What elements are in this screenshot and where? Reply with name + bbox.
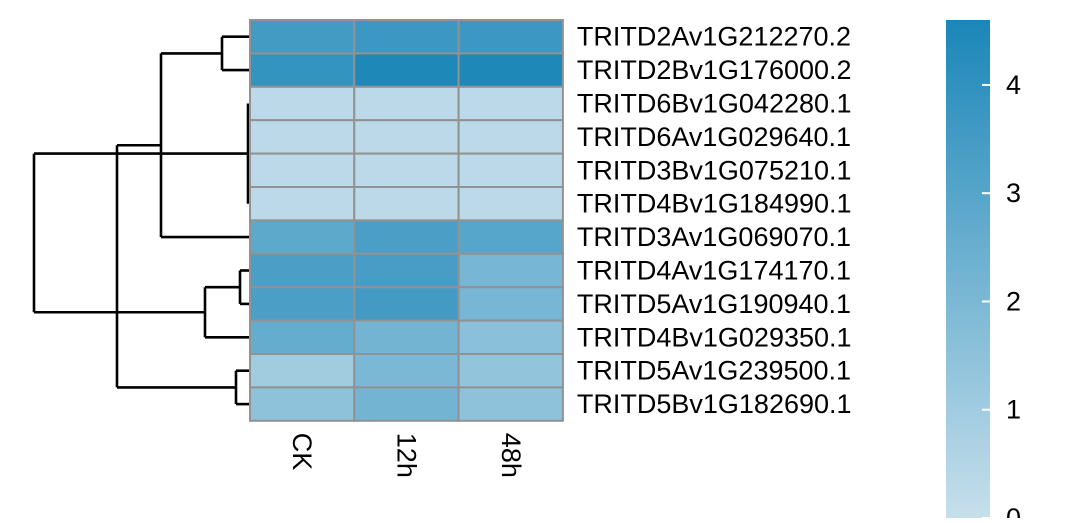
heatmap-cell — [353, 353, 460, 389]
heatmap-cell — [249, 252, 356, 289]
heatmap-cell — [249, 152, 356, 189]
color-legend-bar — [946, 20, 990, 518]
heatmap-cell — [353, 19, 460, 55]
heatmap-cell — [457, 286, 564, 322]
row-label: TRITD3Av1G069070.1 — [577, 222, 851, 252]
heatmap-cell — [249, 186, 356, 222]
heatmap-cell — [353, 252, 460, 289]
legend-tick-label: 4 — [1006, 70, 1021, 100]
heatmap-cell — [457, 85, 564, 122]
heatmap-cell — [249, 52, 356, 88]
heatmap-cell — [353, 286, 460, 322]
heatmap-cell — [457, 119, 564, 155]
row-dendrogram — [32, 35, 250, 406]
heatmap-cell — [457, 252, 564, 289]
row-label: TRITD2Av1G212270.2 — [577, 22, 851, 52]
row-label: TRITD6Bv1G042280.1 — [577, 89, 852, 119]
heatmap-cell — [353, 85, 460, 122]
heatmap-cell — [457, 186, 564, 222]
heatmap-cell — [353, 119, 460, 155]
row-label: TRITD4Bv1G184990.1 — [577, 189, 852, 219]
column-label: 12h — [391, 433, 421, 478]
heatmap-cell — [249, 353, 356, 389]
row-label: TRITD4Bv1G029350.1 — [577, 322, 852, 352]
row-label: TRITD3Bv1G075210.1 — [577, 155, 852, 185]
row-label: TRITD5Av1G190940.1 — [577, 289, 851, 319]
legend-tick-label: 1 — [1006, 395, 1021, 425]
row-label: TRITD6Av1G029640.1 — [577, 122, 851, 152]
heatmap-cell — [457, 353, 564, 389]
heatmap-cell — [353, 52, 460, 88]
row-label: TRITD2Bv1G176000.2 — [577, 55, 852, 85]
heatmap-cell — [353, 319, 460, 356]
heatmap-cell — [457, 152, 564, 189]
row-label: TRITD4Av1G174170.1 — [577, 256, 851, 286]
row-label: TRITD5Av1G239500.1 — [577, 356, 851, 386]
legend-tick-label: 3 — [1006, 178, 1021, 208]
heatmap-cell — [353, 219, 460, 255]
legend-tick-label: 2 — [1006, 286, 1021, 316]
column-labels: CK 12h 48h — [287, 433, 526, 478]
heatmap-cell — [249, 19, 356, 55]
heatmap-cell — [457, 386, 564, 422]
heatmap-cell — [457, 19, 564, 55]
heatmap-cell — [353, 186, 460, 222]
heatmap-cell — [353, 386, 460, 422]
heatmap-cell — [457, 219, 564, 255]
heatmap-cells — [249, 19, 564, 422]
heatmap-cell — [249, 219, 356, 255]
heatmap-cell — [353, 152, 460, 189]
legend-tick-label: 0 — [1006, 503, 1021, 518]
heatmap-cell — [249, 386, 356, 422]
heatmap-cell — [249, 319, 356, 356]
heatmap-cell — [457, 52, 564, 88]
heatmap-cell — [249, 119, 356, 155]
heatmap-cell — [249, 286, 356, 322]
heatmap-cell — [249, 85, 356, 122]
column-label: CK — [287, 433, 317, 471]
row-label: TRITD5Bv1G182690.1 — [577, 389, 852, 419]
column-label: 48h — [496, 433, 526, 478]
color-legend: 0 1 2 3 4 — [946, 20, 1021, 523]
heatmap-cell — [457, 319, 564, 356]
